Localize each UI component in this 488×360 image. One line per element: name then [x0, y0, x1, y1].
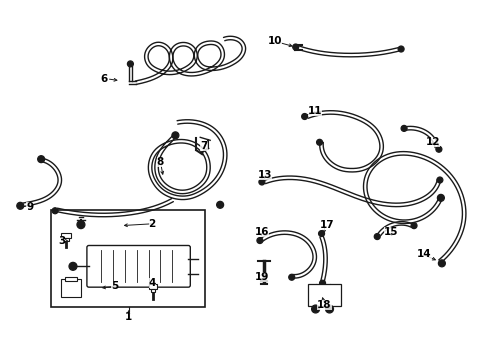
Circle shape: [292, 44, 298, 50]
Circle shape: [72, 287, 80, 295]
FancyBboxPatch shape: [87, 246, 190, 287]
Circle shape: [216, 201, 223, 208]
Text: 2: 2: [148, 219, 156, 229]
Text: 5: 5: [111, 281, 118, 291]
Bar: [148, 284, 156, 289]
Text: 1: 1: [125, 312, 132, 322]
Circle shape: [77, 221, 85, 229]
Text: 3: 3: [58, 235, 65, 246]
Bar: [61, 233, 71, 238]
Text: 19: 19: [254, 272, 268, 282]
Circle shape: [288, 274, 294, 280]
Text: 14: 14: [416, 249, 431, 260]
Circle shape: [258, 179, 264, 185]
Bar: [150, 289, 154, 292]
Circle shape: [316, 139, 322, 145]
Circle shape: [325, 305, 333, 313]
Bar: [65, 277, 77, 281]
Text: 6: 6: [101, 74, 108, 84]
Circle shape: [435, 146, 441, 152]
Circle shape: [256, 238, 263, 243]
Text: 7: 7: [200, 141, 207, 151]
Bar: [63, 238, 69, 240]
Circle shape: [373, 234, 380, 239]
Text: 13: 13: [257, 170, 272, 180]
Circle shape: [172, 132, 179, 139]
Text: 10: 10: [267, 36, 282, 46]
Circle shape: [62, 287, 70, 295]
Text: 18: 18: [317, 300, 331, 310]
Text: 12: 12: [425, 137, 440, 147]
Circle shape: [52, 208, 58, 214]
Circle shape: [38, 156, 44, 163]
Text: 17: 17: [319, 220, 333, 230]
Bar: [51, 210, 205, 307]
Circle shape: [436, 194, 444, 201]
Circle shape: [438, 260, 445, 267]
Circle shape: [127, 61, 133, 67]
Text: 16: 16: [254, 226, 269, 237]
Circle shape: [319, 280, 325, 286]
Text: 9: 9: [26, 202, 33, 212]
Circle shape: [400, 125, 406, 131]
Circle shape: [397, 46, 403, 52]
Bar: [61, 279, 81, 297]
Circle shape: [69, 262, 77, 270]
Text: 11: 11: [307, 105, 322, 116]
Circle shape: [436, 177, 442, 183]
Text: 8: 8: [157, 157, 164, 167]
Circle shape: [301, 113, 307, 120]
Circle shape: [17, 202, 24, 209]
Circle shape: [410, 223, 416, 229]
Circle shape: [318, 231, 324, 237]
Text: 4: 4: [148, 278, 156, 288]
Circle shape: [311, 305, 319, 313]
Bar: [307, 284, 341, 306]
Text: 15: 15: [384, 226, 398, 237]
